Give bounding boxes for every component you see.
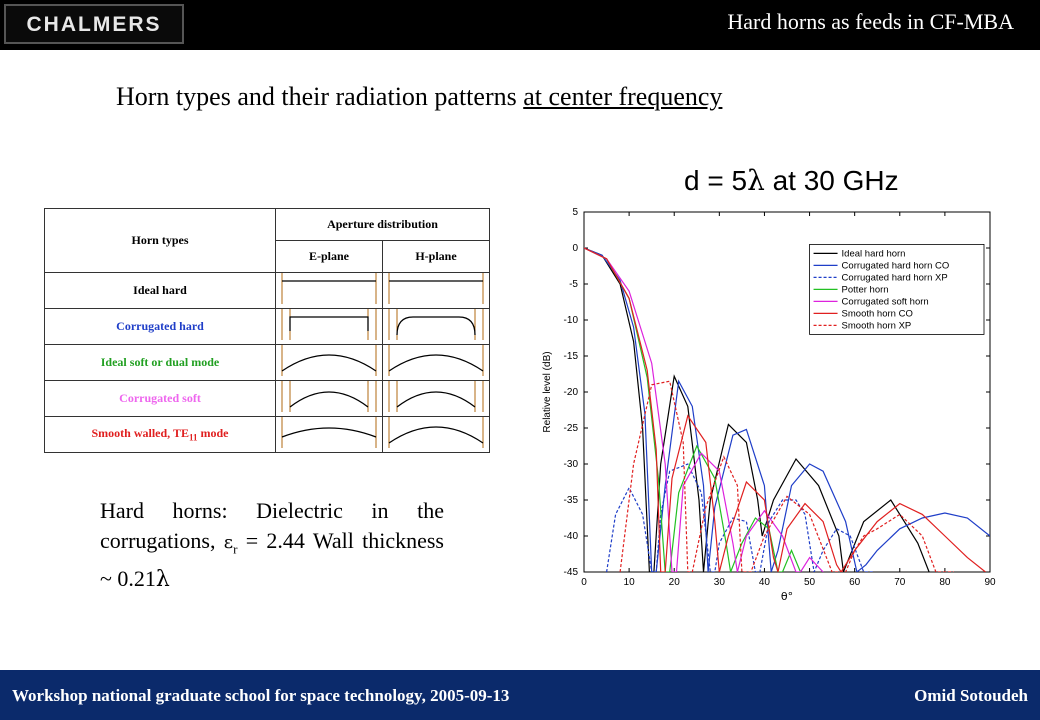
note-text-b: = 2.44 Wall thickness ~ 0.21 (100, 528, 444, 592)
row-label-text: Corrugated hard (116, 319, 204, 333)
row-label-smooth-walled: Smooth walled, TE11 mode (44, 416, 276, 453)
ideal-soft-e-plane-diagram (275, 344, 383, 381)
horn-types-header: Horn types (44, 208, 276, 273)
series-line (584, 247, 990, 572)
x-tick-label: 80 (939, 577, 951, 588)
horn-types-table: Horn types Aperture distribution E-plane… (44, 208, 490, 453)
series-line (619, 380, 954, 572)
footer-author: Omid Sotoudeh (914, 686, 1028, 705)
x-axis-label: θ° (781, 590, 793, 603)
plot-subtitle: d = 5λ at 30 GHz (684, 164, 899, 197)
aperture-distribution-header: Aperture distribution (275, 208, 490, 241)
ideal-hard-h-plane-diagram (382, 272, 490, 309)
aperture-diagram-icon (388, 381, 484, 412)
corrugated-soft-e-plane-diagram (275, 380, 383, 417)
hard-horns-note: Hard horns: Dielectric in the corrugatio… (100, 496, 444, 595)
corrugated-hard-e-plane-diagram (275, 308, 383, 345)
series-line (584, 247, 986, 572)
lambda-symbol: λ (747, 164, 765, 197)
aperture-diagram-icon (281, 417, 377, 448)
footer-workshop: Workshop national graduate school for sp… (12, 686, 510, 705)
legend-box (809, 244, 985, 335)
aperture-diagram-icon (281, 309, 377, 340)
row-label-ideal-soft: Ideal soft or dual mode (44, 344, 276, 381)
subtitle-post: at 30 GHz (764, 165, 899, 196)
y-tick-label: -35 (564, 495, 579, 506)
chalmers-logo: CHALMERS (4, 4, 184, 44)
row-label-corrugated-hard: Corrugated hard (44, 308, 276, 345)
smooth-walled-e-plane-diagram (275, 416, 383, 453)
y-tick-label: -5 (569, 279, 578, 290)
y-tick-label: -20 (564, 387, 579, 398)
row-label-text: Smooth walled, TE11 mode (91, 426, 229, 443)
x-tick-label: 10 (624, 577, 636, 588)
logo-text: CHALMERS (26, 13, 162, 36)
series-line (584, 247, 930, 572)
y-axis-label: Relative level (dB) (542, 351, 553, 432)
row-label-suffix: mode (197, 426, 229, 441)
x-tick-label: 70 (894, 577, 906, 588)
x-tick-label: 20 (669, 577, 681, 588)
aperture-diagram-icon (281, 273, 377, 304)
aperture-diagram-icon (281, 345, 377, 376)
legend-label: Corrugated hard horn XP (842, 272, 948, 283)
ideal-soft-h-plane-diagram (382, 344, 490, 381)
y-tick-label: -15 (564, 351, 579, 362)
aperture-diagram-icon (388, 417, 484, 448)
e-plane-header: E-plane (275, 240, 383, 273)
x-tick-label: 90 (984, 577, 996, 588)
main-title: Horn types and their radiation patterns … (116, 82, 722, 112)
main-title-underlined: at center frequency (523, 82, 723, 111)
radiation-pattern-chart: 0 10 20 30 40 50 60 70 80 9050-5-10-15-20-25-30-3… (542, 207, 996, 603)
h-plane-header: H-plane (382, 240, 490, 273)
x-tick-label: 60 (849, 577, 861, 588)
legend-label: Smooth horn CO (842, 308, 913, 319)
y-tick-label: -40 (564, 531, 579, 542)
row-label-text: Ideal hard (133, 283, 187, 297)
y-tick-label: -30 (564, 459, 579, 470)
corrugated-hard-h-plane-diagram (382, 308, 490, 345)
row-label-sub: 11 (188, 432, 198, 443)
legend-label: Potter horn (842, 284, 889, 295)
subtitle-pre: d = 5 (684, 165, 748, 196)
legend-label: Smooth horn XP (842, 320, 912, 331)
row-label-main: Smooth walled, TE (91, 426, 189, 441)
corrugated-soft-h-plane-diagram (382, 380, 490, 417)
ideal-hard-e-plane-diagram (275, 272, 383, 309)
row-label-text: Corrugated soft (119, 391, 201, 405)
title-bar: CHALMERS Hard horns as feeds in CF-MBA (0, 0, 1040, 50)
x-tick-label: 50 (804, 577, 816, 588)
series-line (584, 247, 802, 572)
x-tick-label: 30 (714, 577, 726, 588)
y-tick-label: -45 (564, 567, 579, 578)
footer-bar: Workshop national graduate school for sp… (0, 670, 1040, 720)
row-label-corrugated-soft: Corrugated soft (44, 380, 276, 417)
row-label-text: Ideal soft or dual mode (100, 355, 220, 369)
smooth-walled-h-plane-diagram (382, 416, 490, 453)
legend-label: Corrugated soft horn (842, 296, 929, 307)
legend-label: Corrugated hard horn CO (842, 260, 950, 271)
aperture-diagram-icon (388, 309, 484, 340)
x-tick-label: 0 (581, 577, 587, 588)
row-label-ideal-hard: Ideal hard (44, 272, 276, 309)
epsilon-subscript: r (233, 541, 238, 557)
main-title-text: Horn types and their radiation patterns (116, 82, 524, 111)
series-line (584, 247, 824, 572)
aperture-diagram-icon (388, 345, 484, 376)
y-tick-label: -25 (564, 423, 579, 434)
y-tick-label: -10 (564, 315, 579, 326)
y-tick-label: 0 (572, 243, 578, 254)
epsilon-symbol: ε (223, 532, 234, 553)
aperture-diagram-icon (388, 273, 484, 304)
y-tick-label: 5 (572, 207, 578, 218)
x-tick-label: 40 (759, 577, 771, 588)
note-lambda: λ (155, 567, 170, 593)
legend-label: Ideal hard horn (842, 248, 906, 259)
note-text-a: Hard horns: Dielectric in the corrugatio… (100, 498, 444, 553)
series-line (606, 463, 873, 572)
slide-header-title: Hard horns as feeds in CF-MBA (727, 9, 1014, 34)
aperture-diagram-icon (281, 381, 377, 412)
